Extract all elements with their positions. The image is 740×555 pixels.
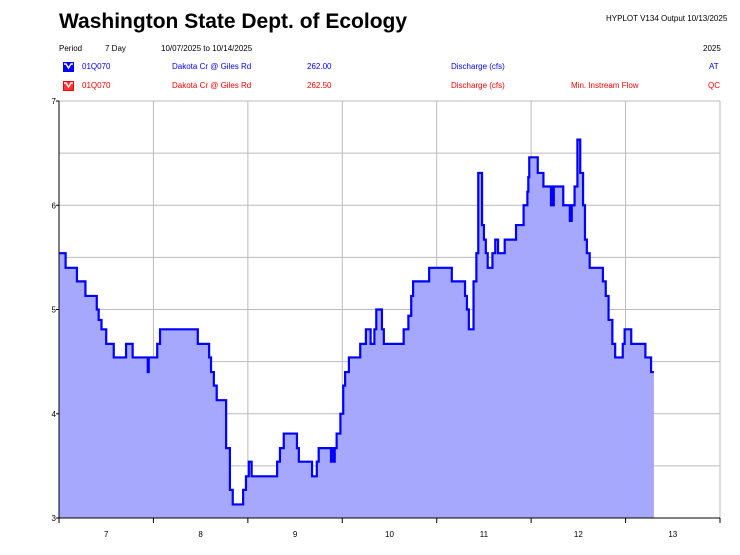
y-tick-label: 5 [52, 306, 57, 315]
x-tick-label: 13 [668, 530, 677, 539]
datum-value: 262.50 [307, 81, 332, 90]
x-tick-label: 12 [574, 530, 583, 539]
site-name: Dakota Cr @ Giles Rd [172, 81, 252, 90]
code-label: QC [708, 81, 720, 90]
hydrograph-icon [63, 81, 74, 91]
x-tick-label: 9 [293, 530, 298, 539]
x-tick-label: 7 [104, 530, 109, 539]
version-output-label: HYPLOT V134 Output 10/13/2025 [606, 14, 728, 23]
station-id: 01Q070 [82, 62, 111, 71]
note-label: Min. Instream Flow [571, 81, 639, 90]
site-name: Dakota Cr @ Giles Rd [172, 62, 252, 71]
page-title: Washington State Dept. of Ecology [59, 10, 408, 33]
datum-value: 262.00 [307, 62, 332, 71]
parameter-label: Discharge (cfs) [451, 81, 505, 90]
period-label: Period [59, 44, 83, 53]
code-label: AT [709, 62, 719, 71]
period-value: 7 Day [105, 44, 126, 53]
year-label: 2025 [703, 44, 721, 53]
y-tick-label: 3 [52, 514, 57, 523]
discharge-area [59, 139, 654, 518]
y-tick-label: 7 [52, 97, 57, 106]
station-id: 01Q070 [82, 81, 111, 90]
y-tick-label: 4 [52, 410, 57, 419]
x-tick-label: 10 [385, 530, 394, 539]
x-tick-label: 8 [198, 530, 203, 539]
discharge-line [59, 138, 654, 506]
date-range: 10/07/2025 to 10/14/2025 [161, 44, 253, 53]
hydrograph-icon [63, 62, 74, 72]
x-tick-label: 11 [480, 530, 489, 539]
parameter-label: Discharge (cfs) [451, 62, 505, 71]
y-tick-label: 6 [52, 201, 57, 210]
